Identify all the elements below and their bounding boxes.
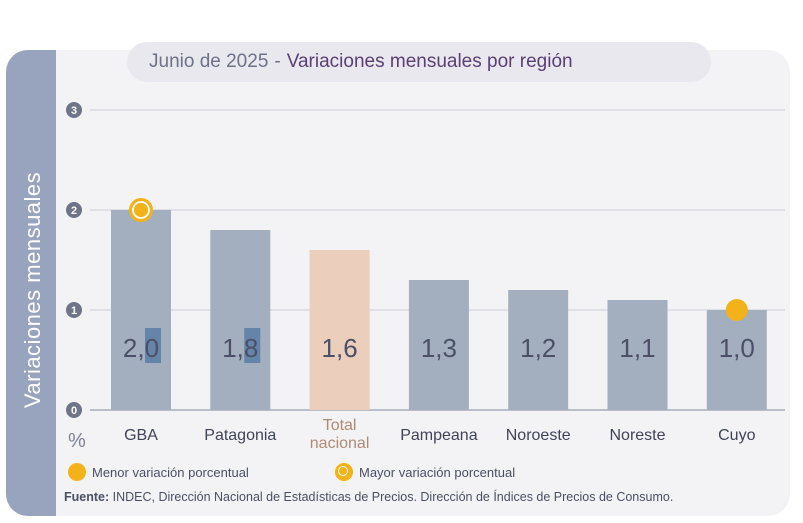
value-label: 1,3 bbox=[421, 333, 457, 363]
value-label: 1,0 bbox=[719, 333, 755, 363]
legend-max: Mayor variación porcentual bbox=[335, 463, 515, 481]
bar bbox=[210, 230, 271, 410]
title-period: Junio de 2025 bbox=[149, 51, 269, 72]
side-band bbox=[6, 50, 56, 516]
bar bbox=[706, 310, 767, 410]
category-label: Pampeana bbox=[400, 427, 477, 444]
value-label: 2,0 bbox=[123, 333, 159, 363]
value-label-highlight bbox=[244, 328, 261, 363]
category-label: Noroeste bbox=[506, 427, 571, 444]
max-marker-ring bbox=[132, 201, 150, 219]
y-axis-unit: % bbox=[68, 430, 86, 452]
title-separator: - bbox=[274, 51, 281, 72]
legend-min: Menor variación porcentual bbox=[68, 463, 249, 481]
bar bbox=[508, 290, 569, 410]
value-label: 1,2 bbox=[520, 333, 556, 363]
bar bbox=[607, 300, 668, 410]
source-text: INDEC, Dirección Nacional de Estadística… bbox=[112, 490, 674, 504]
min-marker bbox=[725, 299, 748, 321]
value-label: 1,8 bbox=[222, 333, 258, 363]
category-label: Patagonia bbox=[204, 427, 276, 444]
bar bbox=[309, 250, 370, 410]
legend-min-label: Menor variación porcentual bbox=[92, 464, 249, 480]
max-marker-icon bbox=[335, 463, 353, 481]
min-marker-icon bbox=[68, 463, 86, 481]
source-label: Fuente: bbox=[64, 490, 110, 504]
value-label: 1,1 bbox=[619, 333, 655, 363]
bar bbox=[111, 210, 171, 410]
chart-title: Junio de 2025 - Variaciones mensuales po… bbox=[127, 42, 711, 82]
y-tick-badge bbox=[66, 302, 82, 318]
category-label: GBA bbox=[124, 427, 158, 444]
category-label: Noreste bbox=[609, 427, 665, 444]
y-tick-badge bbox=[66, 202, 82, 218]
value-label-highlight bbox=[145, 328, 161, 363]
y-tick-badge bbox=[66, 402, 82, 418]
source-note: Fuente: INDEC, Dirección Nacional de Est… bbox=[64, 490, 673, 504]
category-label: Cuyo bbox=[718, 427, 755, 444]
y-tick-label: 0 bbox=[71, 405, 77, 417]
value-label: 1,6 bbox=[322, 333, 358, 363]
bar bbox=[408, 280, 469, 410]
title-main: Variaciones mensuales por región bbox=[286, 51, 573, 72]
y-tick-label: 1 bbox=[71, 305, 77, 317]
legend-max-label: Mayor variación porcentual bbox=[359, 464, 516, 480]
category-label: nacional bbox=[310, 435, 370, 452]
y-tick-label: 3 bbox=[71, 105, 77, 117]
category-label: Total bbox=[323, 417, 357, 434]
y-tick-label: 2 bbox=[71, 205, 77, 217]
y-tick-badge bbox=[66, 102, 82, 118]
